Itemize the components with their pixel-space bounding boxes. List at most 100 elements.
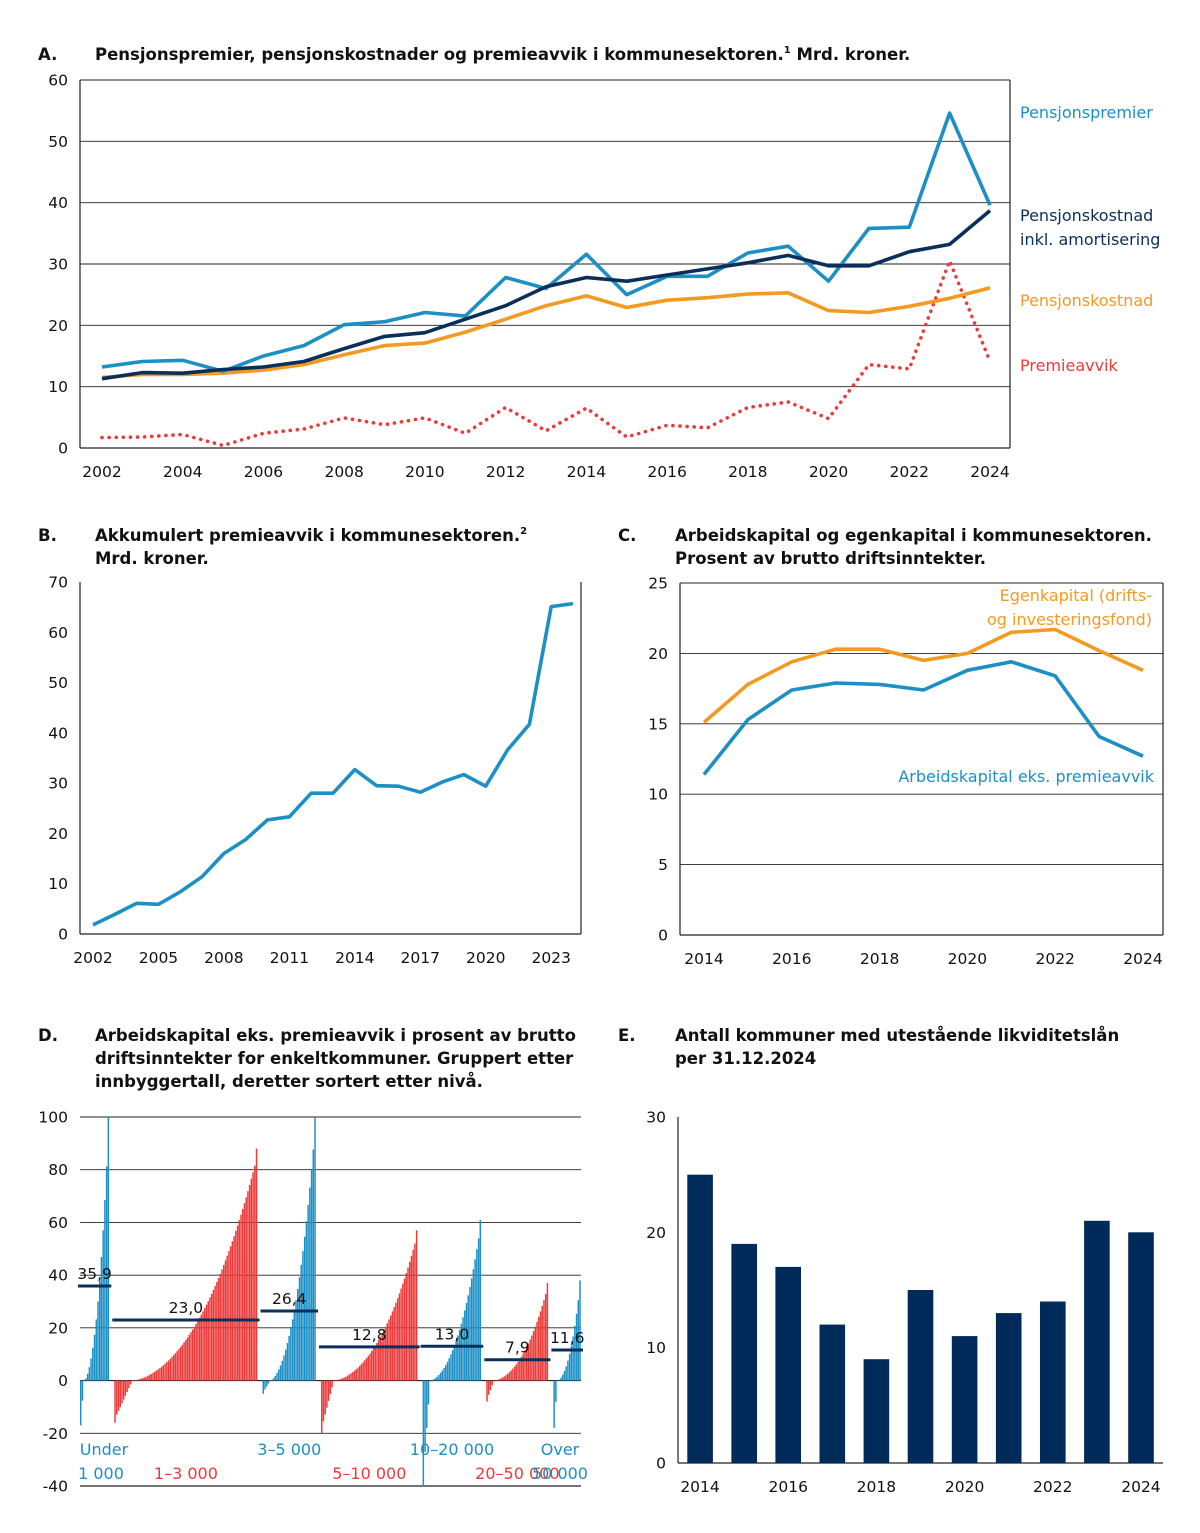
panel-d-bar (166, 1362, 168, 1381)
panel-b-xtick-label: 2008 (204, 949, 243, 967)
panel-a-xtick-label: 2012 (486, 463, 525, 481)
panel-d-bar (116, 1380, 118, 1415)
panel-d-bar (100, 1257, 103, 1381)
panel-d-bar (515, 1364, 518, 1381)
panel-a-series-line (100, 259, 992, 448)
panel-d-bar (429, 1380, 431, 1382)
panel-d-bar (379, 1336, 382, 1381)
panel-d-bar (135, 1380, 137, 1381)
panel-d-bar (305, 1221, 308, 1381)
panel-d-bar (126, 1380, 128, 1392)
panel-d-bar (395, 1302, 397, 1381)
panel-d-bar (376, 1342, 378, 1381)
panel-d-bar (254, 1165, 256, 1381)
panel-d-bar (496, 1379, 499, 1381)
panel-d-bar (577, 1300, 580, 1381)
panel-a-ytick-label: 20 (48, 317, 68, 335)
panel-a-xtick-label: 2006 (244, 463, 283, 481)
panel-d-bar (229, 1246, 232, 1381)
panel-d-bar (104, 1200, 106, 1381)
panel-d-bar (128, 1380, 130, 1389)
panel-d-bar (90, 1358, 92, 1381)
panel-d-bar (474, 1259, 476, 1381)
panel-d-bar (498, 1379, 500, 1381)
panel-d-group-label: Over (541, 1440, 580, 1459)
panel-a-ytick-label: 60 (48, 72, 68, 90)
panel-d-bar (279, 1365, 282, 1381)
panel-d-group-label: 10–20 000 (410, 1440, 494, 1459)
panel-d-bar (284, 1349, 287, 1381)
panel-d-bar (536, 1321, 538, 1381)
panel-d-bar (381, 1333, 383, 1381)
panel-d-bar (488, 1380, 490, 1395)
panel-d-bar (400, 1288, 402, 1381)
panel-d-bar (160, 1366, 163, 1381)
panel-d-bar (210, 1293, 213, 1381)
panel-b-ytick-label: 70 (48, 574, 68, 592)
panel-a-ytick-label: 0 (58, 440, 68, 458)
panel-d-bar (164, 1363, 166, 1381)
panel-d-bar (460, 1323, 463, 1381)
panel-d-mean-label: 35,9 (77, 1265, 112, 1283)
panel-d-bar (86, 1373, 89, 1381)
panel-d-bar (512, 1368, 514, 1381)
panel-d-bar (367, 1355, 370, 1381)
panel-d-bar (486, 1380, 488, 1402)
panel-d-bar (207, 1301, 209, 1381)
panel-b-series-line (92, 601, 574, 927)
panel-c-ytick-label: 25 (648, 575, 668, 593)
panel-d-bar (453, 1345, 456, 1381)
panel-a-label-premieavvik: Premieavvik (1020, 356, 1119, 375)
panel-d-bar (357, 1367, 359, 1381)
panel-e-xtick-label: 2014 (680, 1478, 719, 1496)
panel-d-bar (217, 1277, 220, 1381)
panel-a-series-line (101, 209, 992, 381)
panel-d-bar (295, 1299, 297, 1381)
panel-d-bar (579, 1280, 581, 1381)
panel-d-bar (252, 1172, 254, 1381)
panel-d-bar (124, 1380, 127, 1396)
panel-e-ytick-label: 20 (646, 1224, 666, 1242)
panel-d-bar (190, 1332, 192, 1381)
panel-d-bar (431, 1380, 433, 1381)
panel-d-bar (92, 1347, 94, 1381)
panel-a-xtick-label: 2002 (82, 463, 121, 481)
panel-d-bar (377, 1339, 380, 1381)
panel-d-bar (556, 1380, 559, 1382)
panel-d-bar (383, 1330, 385, 1381)
panel-c-label-arbeidskapital: Arbeidskapital eks. premieavvik (898, 767, 1154, 786)
panel-d-bar (567, 1360, 569, 1381)
panel-a-ytick-label: 30 (48, 256, 68, 274)
panel-d-ytick-label: -40 (43, 1478, 68, 1496)
panel-d-bar (331, 1380, 333, 1388)
panel-a-xtick-label: 2004 (163, 463, 202, 481)
panel-e-title: E. Antall kommuner med utestående likvid… (618, 1026, 1119, 1068)
panel-d-letter: D. (38, 1026, 58, 1045)
panel-a-chart: 0 10 20 30 40 50 60 2002 2004 2006 2008 2010 2012 201… (48, 72, 1160, 482)
panel-d-bar (174, 1353, 177, 1381)
panel-d-ytick-label: 100 (38, 1109, 68, 1127)
panel-a-xtick-label: 2018 (728, 463, 767, 481)
panel-d-bar (532, 1331, 535, 1381)
panel-d-bar (339, 1378, 342, 1381)
panel-d-bar (388, 1319, 390, 1381)
panel-b-ytick-label: 10 (48, 875, 68, 893)
panel-b-ytick-label: 40 (48, 724, 68, 742)
panel-d-bar (343, 1377, 345, 1381)
panel-d-bar (140, 1378, 142, 1381)
panel-a-label-kostnad-amort-2: inkl. amortisering (1020, 230, 1160, 249)
panel-d-bar (136, 1379, 139, 1381)
panel-d-bar (450, 1354, 452, 1381)
panel-d-bar (240, 1214, 242, 1381)
panel-d-bar (298, 1277, 301, 1381)
panel-d-bar (457, 1335, 459, 1381)
panel-d-bar (360, 1364, 363, 1381)
panel-d-bar (364, 1360, 366, 1381)
panel-d-bar (409, 1261, 411, 1381)
panel-b-xtick-label: 2011 (270, 949, 309, 967)
panel-e-bar (775, 1266, 801, 1463)
panel-d-bar (560, 1377, 562, 1381)
panel-d-ytick-label: 40 (48, 1267, 68, 1285)
panel-d-bar (235, 1230, 237, 1381)
